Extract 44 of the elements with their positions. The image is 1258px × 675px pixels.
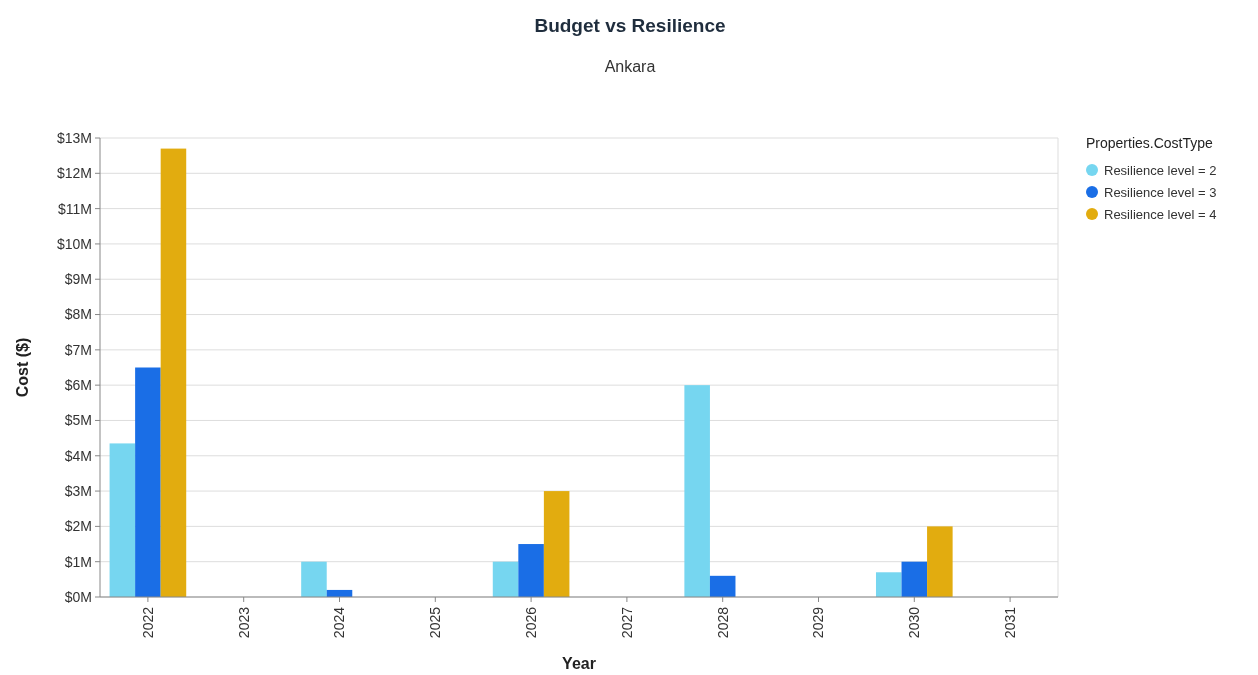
y-tick-label: $6M: [64, 377, 92, 394]
y-tick-label: $11M: [58, 200, 92, 217]
y-tick-label: $12M: [56, 165, 92, 182]
bar: [709, 575, 736, 597]
x-tick-label: 2022: [139, 606, 156, 639]
y-tick-label: $13M: [56, 129, 92, 146]
bar: [543, 491, 570, 597]
x-axis-title: Year: [562, 655, 596, 672]
y-tick-label: $5M: [64, 412, 92, 429]
x-tick-label: 2024: [331, 606, 348, 639]
bar: [684, 385, 710, 597]
bar: [492, 561, 519, 597]
legend-label: Resilience level = 3: [1104, 184, 1217, 200]
y-tick-label: $3M: [64, 482, 92, 499]
y-tick-label: $4M: [64, 447, 92, 464]
legend-title: Properties.CostType: [1086, 135, 1214, 151]
x-tick-label: 2030: [906, 606, 923, 639]
x-tick-label: 2023: [235, 606, 252, 639]
x-tick-label: 2026: [523, 606, 539, 639]
bar: [109, 443, 136, 597]
bar: [927, 526, 953, 597]
legend-label: Resilience level = 2: [1104, 162, 1217, 178]
x-tick-label: 2029: [810, 606, 827, 639]
y-tick-label: $1M: [64, 553, 92, 570]
y-tick-label: $10M: [56, 235, 92, 252]
chart-subtitle: Ankara: [604, 58, 656, 75]
bar: [301, 561, 327, 597]
y-tick-label: $7M: [64, 341, 92, 358]
x-tick-label: 2025: [427, 606, 444, 639]
y-tick-label: $0M: [64, 588, 92, 605]
bar: [160, 148, 187, 597]
y-tick-label: $9M: [64, 271, 92, 288]
bar: [518, 544, 544, 597]
x-tick-label: 2031: [1002, 606, 1018, 639]
x-tick-label: 2027: [618, 606, 635, 639]
chart-title: Budget vs Resilience: [534, 15, 726, 36]
legend-label: Resilience level = 4: [1104, 206, 1217, 222]
bar: [901, 561, 928, 597]
y-tick-label: $8M: [64, 306, 92, 323]
x-tick-label: 2028: [714, 606, 731, 639]
y-axis-title: Cost ($): [14, 337, 31, 398]
bar: [875, 572, 902, 597]
y-tick-label: $2M: [64, 518, 92, 535]
bar: [135, 367, 161, 597]
